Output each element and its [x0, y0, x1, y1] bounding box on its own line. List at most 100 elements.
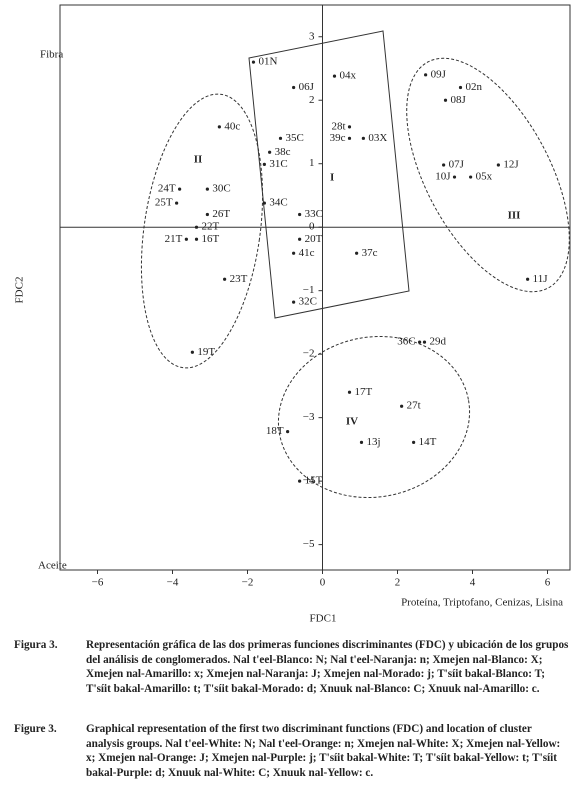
group-ii-boundary — [140, 93, 264, 369]
x-tick-label: −6 — [92, 577, 104, 589]
caption-label: Figura 3. — [14, 639, 58, 651]
point-label: 15T — [305, 475, 323, 487]
point-label: 23T — [230, 273, 248, 285]
point-label: 06J — [299, 81, 315, 93]
point — [298, 237, 302, 241]
x-tick-label: 6 — [545, 577, 551, 589]
point — [424, 73, 428, 77]
chart: I II III IV Fibra Aceite Proteína, Tript… — [14, 4, 571, 625]
caption-text: Representación gráfica de las dos primer… — [86, 639, 569, 695]
point — [332, 74, 337, 78]
group-label: I — [330, 172, 334, 184]
point-label: 02n — [466, 81, 483, 93]
point — [194, 225, 199, 229]
y-axis-label: FDC2 — [14, 277, 26, 304]
point — [361, 136, 365, 140]
point — [205, 212, 209, 217]
y-tick-label: −3 — [303, 411, 315, 423]
point — [262, 162, 266, 166]
point-label: 30C — [212, 183, 230, 195]
group-iv-boundary — [277, 335, 471, 499]
x-axis-label: FDC1 — [310, 613, 337, 625]
x-tick-label: −2 — [242, 577, 254, 589]
point — [469, 175, 473, 179]
point-label: 20T — [305, 233, 323, 245]
point-label: 07J — [449, 159, 465, 171]
point-label: 41c — [299, 247, 315, 259]
point-label: 21T — [165, 233, 183, 245]
point-label: 24T — [158, 183, 176, 195]
point-label: 29d — [430, 336, 447, 348]
group-label: III — [508, 210, 521, 222]
point — [268, 150, 272, 154]
axis-annotation: Aceite — [38, 560, 67, 572]
point-label: 36C — [397, 336, 415, 348]
point-label: 04x — [340, 70, 357, 82]
point-label: 22T — [202, 221, 220, 233]
point — [458, 85, 463, 90]
point-label: 32C — [299, 296, 317, 308]
point-label: 08J — [451, 94, 467, 106]
point-label: 13j — [367, 436, 381, 448]
point-label: 25T — [155, 197, 173, 209]
point — [442, 163, 446, 167]
point — [298, 479, 302, 483]
point-label: 40c — [224, 120, 240, 132]
point-label: 39c — [330, 132, 346, 144]
point — [292, 251, 296, 255]
point — [443, 98, 448, 102]
point — [286, 430, 290, 434]
point — [298, 212, 302, 217]
plot-frame — [59, 4, 571, 571]
point — [175, 201, 179, 205]
point-label: 18T — [266, 425, 284, 437]
point — [412, 440, 416, 444]
point-label: 19T — [197, 346, 215, 358]
point — [452, 175, 457, 179]
y-tick-label: 0 — [309, 221, 315, 233]
point-label: 16T — [202, 233, 220, 245]
point-label: 05x — [476, 171, 493, 183]
axis-annotation: Fibra — [40, 49, 63, 61]
point-label: 34C — [269, 197, 287, 209]
point-label: 11J — [533, 273, 549, 285]
point — [526, 277, 530, 281]
point-label: 31C — [269, 158, 287, 170]
point — [355, 251, 359, 255]
y-tick-label: 2 — [309, 94, 315, 106]
point-label: 03X — [368, 132, 387, 144]
point — [400, 404, 404, 408]
point-label: 26T — [212, 208, 230, 220]
point-label: 37c — [362, 247, 378, 259]
group-label: II — [194, 154, 203, 166]
point-label: 10J — [435, 171, 451, 183]
point — [292, 85, 296, 90]
axis-annotation: Proteína, Triptofano, Cenizas, Lisina — [401, 597, 563, 609]
x-tick-label: −4 — [167, 577, 179, 589]
point — [422, 340, 427, 344]
y-tick-label: −2 — [303, 348, 315, 360]
point-label: 38c — [275, 146, 291, 158]
point — [217, 125, 221, 129]
y-tick-label: −1 — [303, 284, 315, 296]
point — [223, 277, 227, 281]
x-tick-label: 2 — [395, 577, 401, 589]
point — [194, 237, 199, 241]
point — [359, 440, 364, 444]
point — [292, 300, 296, 304]
point — [418, 340, 422, 344]
point — [251, 60, 256, 64]
group-i-boundary — [248, 30, 410, 319]
point — [347, 125, 352, 129]
y-tick-label: 3 — [309, 30, 315, 42]
point — [190, 350, 194, 354]
y-tick-label: −4 — [303, 475, 315, 487]
x-tick-label: 0 — [320, 577, 326, 589]
caption-label: Figure 3. — [14, 723, 57, 735]
caption-text: Graphical representation of the first tw… — [86, 723, 561, 779]
point-label: 33C — [305, 208, 323, 220]
x-tick-label: 4 — [470, 577, 476, 589]
point-label: 28t — [331, 120, 345, 132]
point — [278, 136, 283, 140]
